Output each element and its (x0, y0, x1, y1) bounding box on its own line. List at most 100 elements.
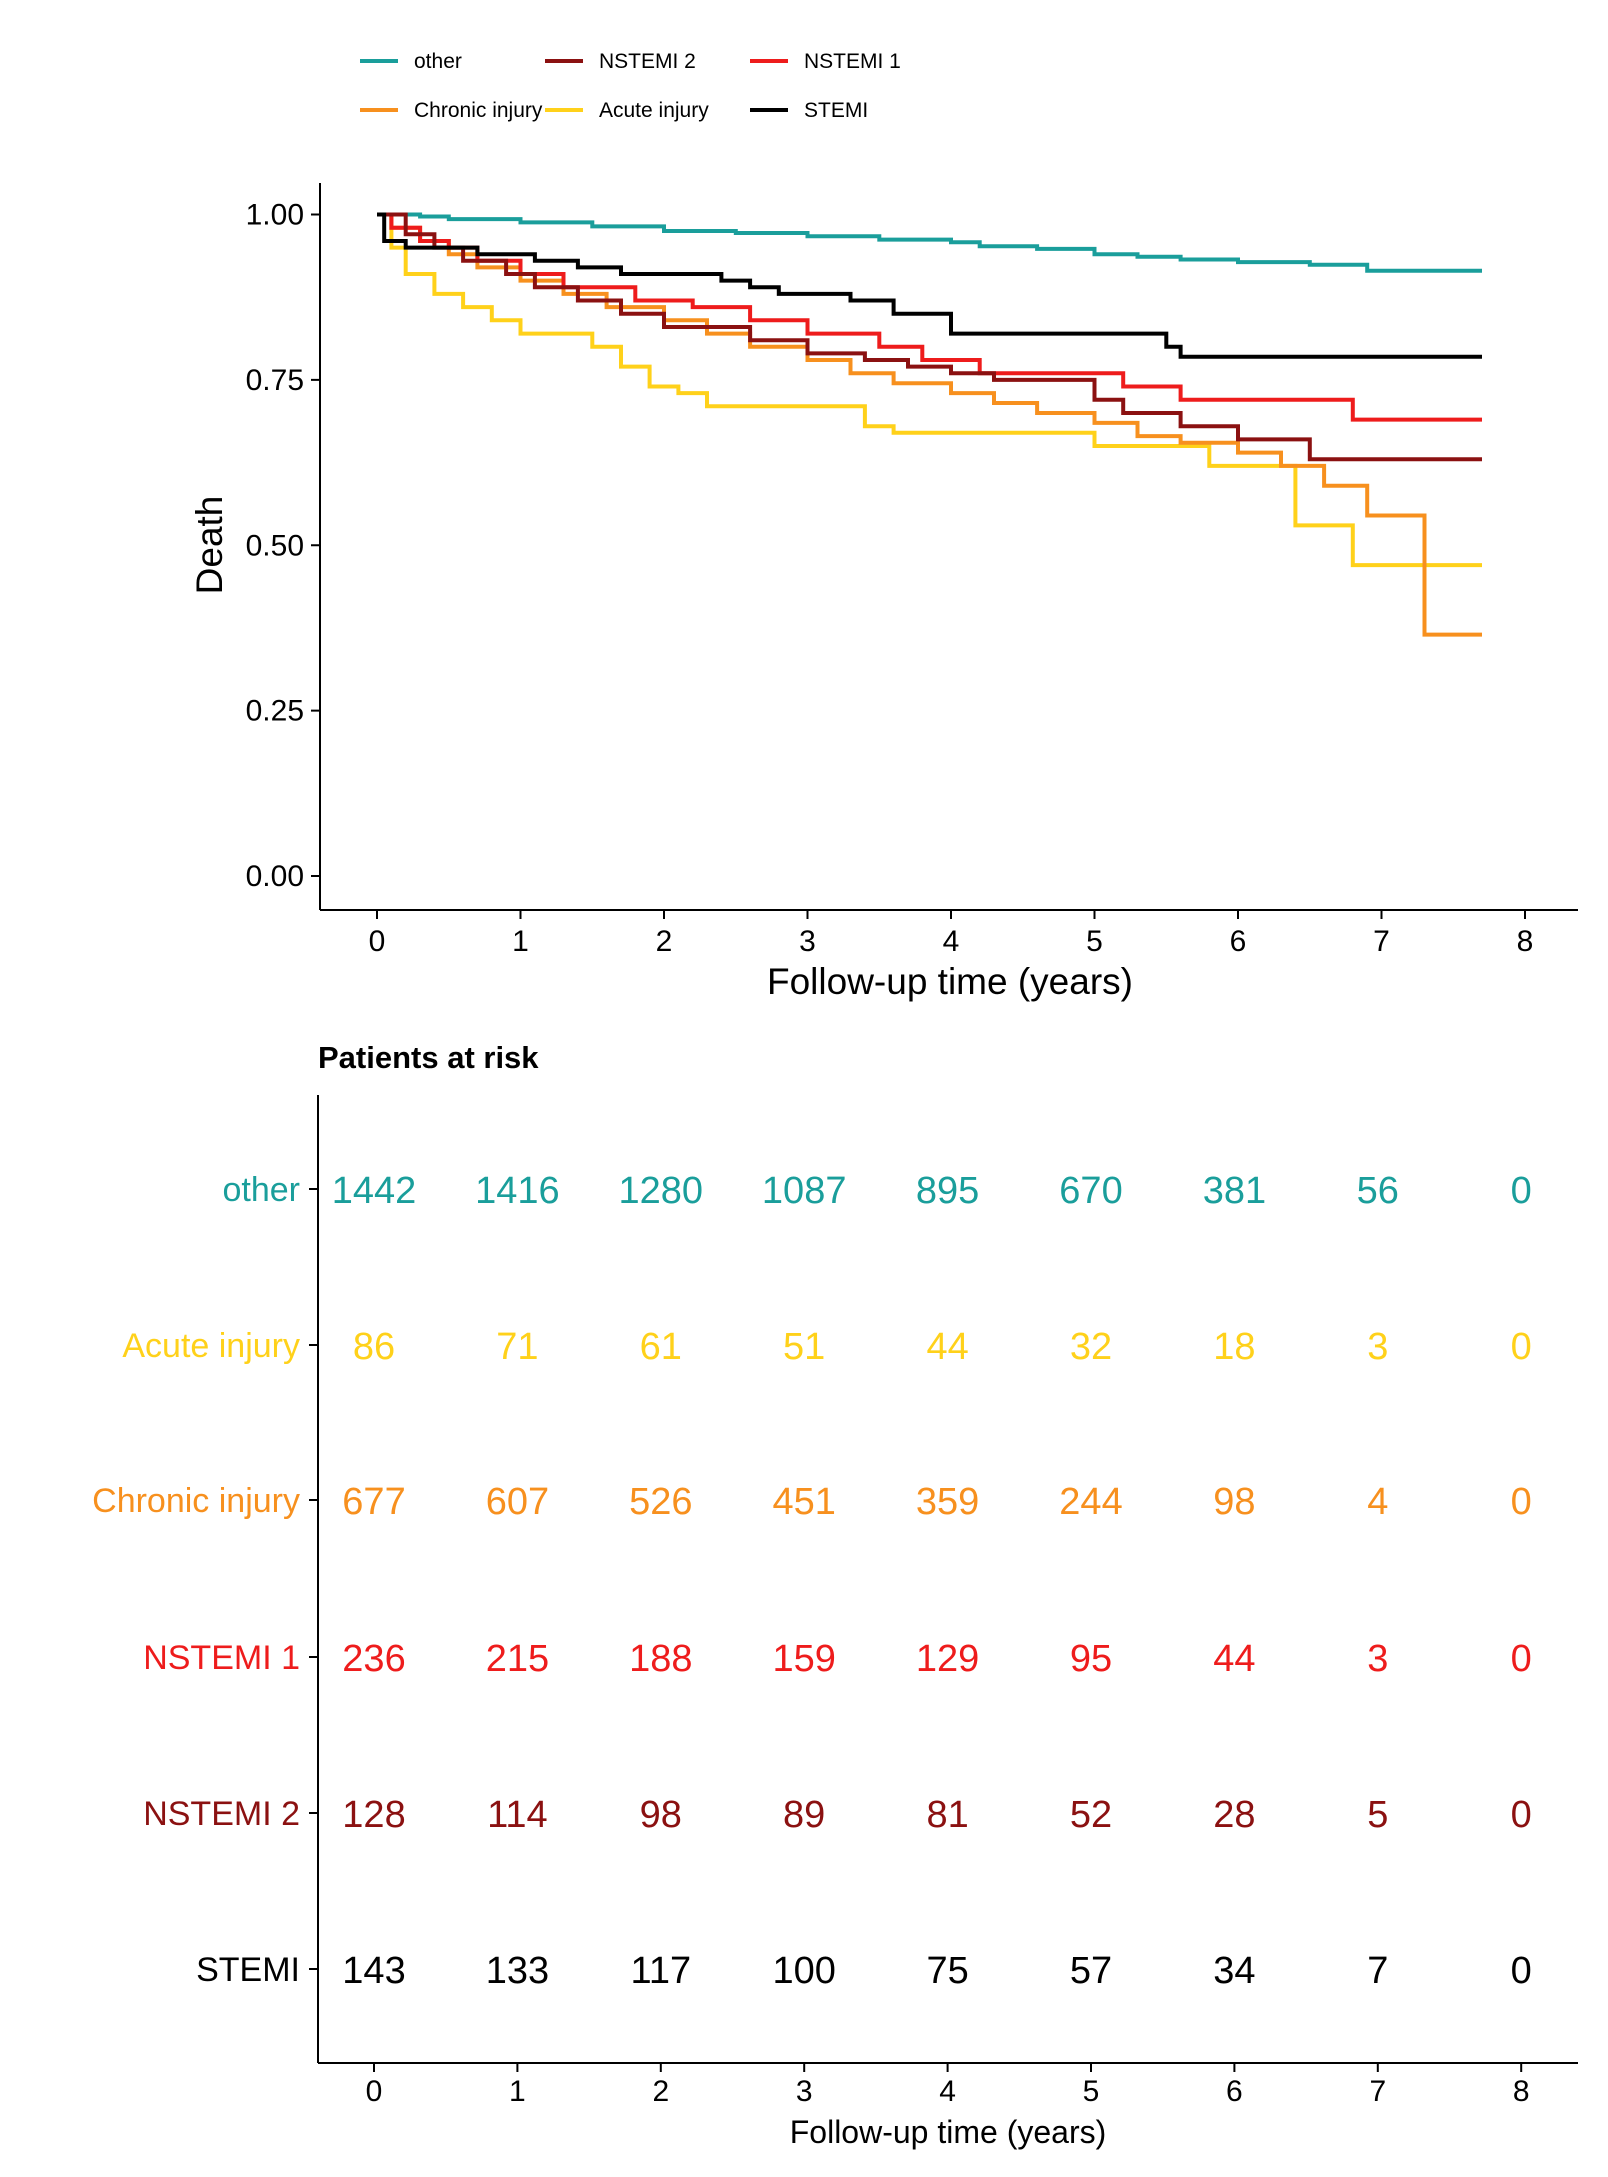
risk-count: 670 (1059, 1170, 1122, 1212)
risk-count: 244 (1059, 1481, 1122, 1523)
risk-count: 0 (1511, 1794, 1532, 1836)
risk-count: 451 (772, 1481, 835, 1523)
series-line-other (377, 212, 1482, 273)
series-line-nstemi-2 (377, 212, 1482, 462)
risk-x-tick-label: 1 (509, 2075, 526, 2108)
risk-count: 98 (640, 1794, 682, 1836)
risk-count: 895 (916, 1170, 979, 1212)
risk-count: 381 (1203, 1170, 1266, 1212)
risk-count: 98 (1213, 1481, 1255, 1523)
risk-x-tick-label: 2 (652, 2075, 669, 2108)
risk-count: 215 (486, 1638, 549, 1680)
risk-count: 52 (1070, 1794, 1112, 1836)
legend-label-stemi: STEMI (804, 99, 868, 122)
x-tick-label: 5 (1086, 925, 1103, 958)
risk-x-tick-label: 3 (796, 2075, 813, 2108)
risk-count: 0 (1511, 1170, 1532, 1212)
risk-count: 133 (486, 1950, 549, 1992)
y-tick-label: 1.00 (246, 199, 304, 232)
series-line-chronic-injury (377, 212, 1482, 637)
legend-label-nstemi-1: NSTEMI 1 (804, 50, 901, 73)
risk-row-label-other: other (223, 1171, 301, 1209)
series-line-acute-injury (377, 212, 1482, 568)
risk-count: 526 (629, 1481, 692, 1523)
risk-count: 7 (1367, 1950, 1388, 1992)
risk-x-tick-label: 7 (1369, 2075, 1386, 2108)
risk-count: 18 (1213, 1326, 1255, 1368)
risk-count: 61 (640, 1326, 682, 1368)
risk-count: 51 (783, 1326, 825, 1368)
x-tick-label: 6 (1230, 925, 1247, 958)
x-tick-label: 3 (799, 925, 816, 958)
risk-count: 34 (1213, 1950, 1255, 1992)
y-tick-label: 0.75 (246, 364, 304, 397)
risk-count: 1416 (475, 1170, 560, 1212)
risk-count: 0 (1511, 1950, 1532, 1992)
risk-count: 75 (926, 1950, 968, 1992)
y-tick-label: 0.25 (246, 695, 304, 728)
risk-count: 359 (916, 1481, 979, 1523)
risk-row-label-stemi: STEMI (196, 1951, 300, 1989)
risk-count: 117 (631, 1950, 692, 1992)
y-axis-title: Death (189, 496, 230, 595)
risk-count: 1442 (332, 1170, 417, 1212)
risk-count: 128 (342, 1794, 405, 1836)
risk-x-tick-label: 4 (939, 2075, 956, 2108)
risk-count: 89 (783, 1794, 825, 1836)
x-tick-label: 2 (656, 925, 673, 958)
risk-count: 28 (1213, 1794, 1255, 1836)
y-tick-label: 0.00 (246, 860, 304, 893)
risk-count: 95 (1070, 1638, 1112, 1680)
legend-label-nstemi-2: NSTEMI 2 (599, 50, 696, 73)
risk-count: 114 (487, 1794, 548, 1836)
risk-count: 71 (496, 1326, 538, 1368)
risk-count: 1087 (762, 1170, 847, 1212)
risk-count: 3 (1367, 1326, 1388, 1368)
risk-count: 44 (1213, 1638, 1255, 1680)
risk-count: 0 (1511, 1481, 1532, 1523)
legend: other Acute injury Chronic injury NSTEMI 1 N… (360, 50, 901, 122)
y-tick-label: 0.50 (246, 529, 304, 562)
risk-count: 607 (486, 1481, 549, 1523)
x-tick-label: 0 (369, 925, 386, 958)
x-tick-label: 1 (512, 925, 529, 958)
risk-count: 188 (629, 1638, 692, 1680)
risk-count: 57 (1070, 1950, 1112, 1992)
risk-count: 236 (342, 1638, 405, 1680)
risk-row-label-acute-injury: Acute injury (122, 1327, 300, 1365)
risk-count: 129 (916, 1638, 979, 1680)
risk-count: 86 (353, 1326, 395, 1368)
legend-label-other: other (414, 50, 462, 73)
risk-x-tick-label: 8 (1513, 2075, 1530, 2108)
risk-x-axis-title: Follow-up time (years) (790, 2114, 1107, 2150)
legend-label-chronic-injury: Chronic injury (414, 99, 543, 122)
risk-count: 5 (1367, 1794, 1388, 1836)
risk-count: 159 (772, 1638, 835, 1680)
risk-row-label-nstemi-2: NSTEMI 2 (143, 1795, 300, 1833)
risk-count: 56 (1357, 1170, 1399, 1212)
x-tick-label: 7 (1373, 925, 1390, 958)
risk-count: 81 (926, 1794, 968, 1836)
risk-row-label-nstemi-1: NSTEMI 1 (143, 1639, 300, 1677)
x-tick-label: 4 (943, 925, 960, 958)
survival-plot: 0.00 0.25 0.50 0.75 1.00 0 1 2 3 4 5 6 7 8 Follow-up t… (189, 183, 1578, 1002)
risk-count: 1280 (619, 1170, 704, 1212)
risk-count: 32 (1070, 1326, 1112, 1368)
risk-row-label-chronic-injury: Chronic injury (92, 1482, 300, 1520)
series-line-stemi (377, 212, 1482, 359)
series-line-nstemi-1 (377, 212, 1482, 422)
risk-x-tick-label: 6 (1226, 2075, 1243, 2108)
risk-x-tick-label: 5 (1083, 2075, 1100, 2108)
risk-count: 143 (342, 1950, 405, 1992)
risk-count: 100 (772, 1950, 835, 1992)
risk-count: 44 (926, 1326, 968, 1368)
risk-count: 4 (1367, 1481, 1388, 1523)
risk-x-tick-label: 0 (366, 2075, 383, 2108)
risk-table-title: Patients at risk (318, 1040, 539, 1075)
x-tick-label: 8 (1517, 925, 1534, 958)
risk-count: 0 (1511, 1326, 1532, 1368)
risk-count: 3 (1367, 1638, 1388, 1680)
x-axis-title: Follow-up time (years) (767, 961, 1133, 1002)
